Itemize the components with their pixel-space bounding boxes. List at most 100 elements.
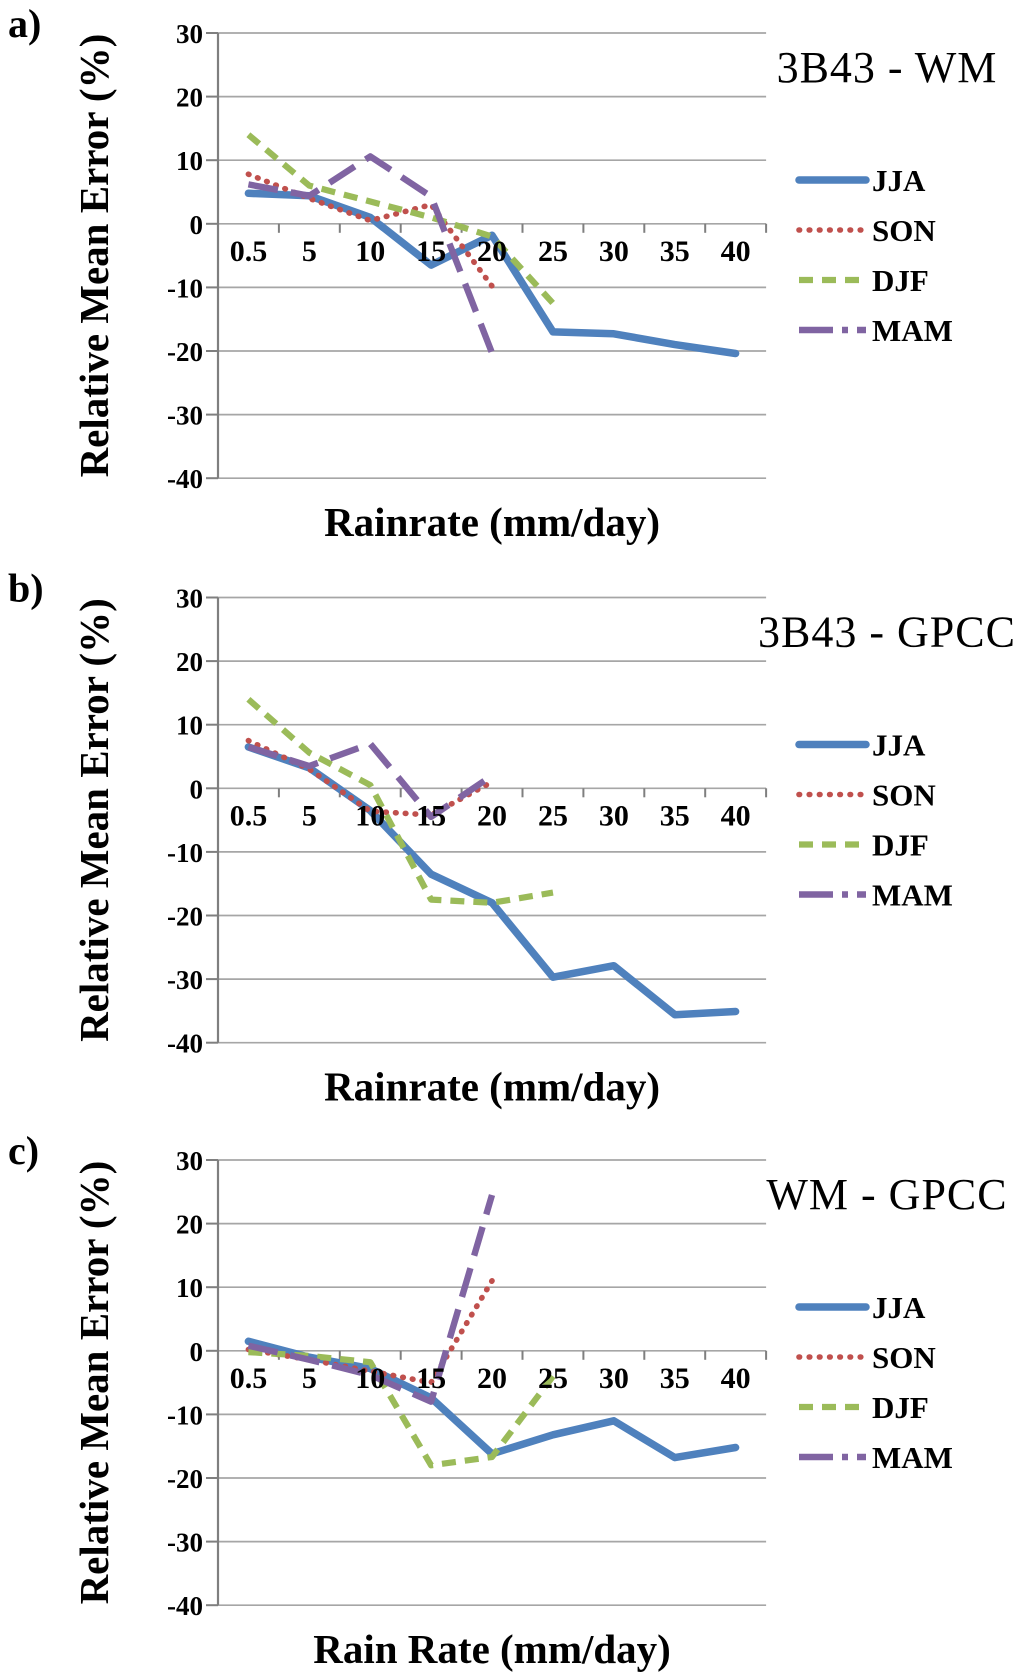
y-axis-title: Relative Mean Error (%) bbox=[71, 598, 117, 1042]
plot-area-c: 30 20 10 0 -10 -20 -30 -40 0.5 5 10 15 20 25 30 35 40 bbox=[167, 1146, 768, 1621]
x-tick-label: 20 bbox=[477, 235, 507, 268]
panel-letter: c) bbox=[8, 1128, 39, 1173]
series-line-son bbox=[245, 171, 495, 289]
y-tick-label: -40 bbox=[167, 1591, 203, 1621]
x-tick-label: 0.5 bbox=[230, 235, 268, 268]
x-tick-label: 15 bbox=[416, 235, 446, 268]
x-tick-label: 40 bbox=[721, 799, 751, 832]
x-tick-label: 35 bbox=[660, 1362, 690, 1395]
legend-label-mam: MAM bbox=[872, 313, 953, 348]
y-tick-label: 30 bbox=[176, 19, 203, 49]
legend-entry-djf: DJF bbox=[799, 828, 929, 863]
series-line-son bbox=[245, 1278, 495, 1386]
panel-letter: a) bbox=[8, 1, 41, 46]
tick-labels: 30 20 10 0 -10 -20 -30 -40 0.5 5 10 15 20 25 30 35 40 bbox=[167, 1146, 751, 1621]
y-tick-label: -10 bbox=[167, 273, 203, 303]
legend-entry-mam: MAM bbox=[799, 878, 953, 913]
x-axis-title: Rainrate (mm/day) bbox=[324, 1064, 660, 1110]
legend-entry-mam: MAM bbox=[799, 313, 953, 348]
panel-c: 30 20 10 0 -10 -20 -30 -40 0.5 5 10 15 20 25 30 35 40 c)… bbox=[0, 1117, 1024, 1675]
legend-label-djf: DJF bbox=[872, 263, 929, 298]
legend-label-jja: JJA bbox=[872, 1290, 926, 1325]
series-line-jja bbox=[244, 189, 740, 358]
legend-entry-djf: DJF bbox=[799, 263, 929, 298]
y-tick-label: -10 bbox=[167, 1400, 203, 1430]
tick-labels: 30 20 10 0 -10 -20 -30 -40 0.5 5 10 15 20 25 30 35 40 bbox=[167, 19, 751, 494]
plot-area-a: 30 20 10 0 -10 -20 -30 -40 0.5 5 10 15 20 25 30 35 40 bbox=[167, 19, 768, 494]
legend-label-jja: JJA bbox=[872, 163, 926, 198]
x-tick-label: 5 bbox=[302, 235, 317, 268]
series-line-mam bbox=[247, 1194, 496, 1405]
x-tick-label: 30 bbox=[599, 235, 629, 268]
legend-entry-son: SON bbox=[796, 778, 936, 813]
x-tick-label: 5 bbox=[302, 1362, 317, 1395]
panel-a: 30 20 10 0 -10 -20 -30 -40 0.5 5 10 15 20 25 30 35 40 a)… bbox=[0, 0, 1024, 558]
chart-title: WM - GPCC bbox=[766, 1170, 1007, 1219]
x-tick-label: 20 bbox=[477, 799, 507, 832]
y-tick-label: 30 bbox=[176, 1146, 203, 1176]
y-tick-label: -40 bbox=[167, 464, 203, 494]
legend-entry-son: SON bbox=[796, 213, 936, 248]
legend: JJA SON DJF MAM bbox=[795, 728, 953, 913]
y-tick-label: -30 bbox=[167, 1528, 203, 1558]
series-line-son bbox=[245, 737, 495, 818]
x-tick-label: 15 bbox=[416, 799, 446, 832]
legend-entry-mam: MAM bbox=[799, 1440, 953, 1475]
y-axis-title: Relative Mean Error (%) bbox=[71, 34, 117, 478]
y-tick-label: 0 bbox=[190, 1337, 204, 1367]
y-tick-label: 10 bbox=[176, 1273, 203, 1303]
y-tick-label: -30 bbox=[167, 965, 203, 995]
legend-entry-jja: JJA bbox=[795, 163, 926, 198]
series-lines bbox=[244, 696, 740, 1019]
legend-entry-jja: JJA bbox=[795, 728, 926, 763]
x-axis-title: Rain Rate (mm/day) bbox=[313, 1626, 671, 1672]
x-tick-label: 40 bbox=[721, 235, 751, 268]
gridlines bbox=[206, 1159, 768, 1607]
chart-title: 3B43 - GPCC bbox=[758, 608, 1016, 657]
series-line-mam bbox=[247, 153, 495, 355]
y-tick-label: 20 bbox=[176, 83, 203, 113]
series-lines bbox=[244, 1194, 740, 1469]
x-tick-label: 20 bbox=[477, 1362, 507, 1395]
x-axis-title: Rainrate (mm/day) bbox=[324, 499, 660, 545]
gridlines bbox=[206, 596, 768, 1044]
legend-entry-son: SON bbox=[796, 1340, 936, 1375]
x-tick-label: 30 bbox=[599, 1362, 629, 1395]
series-line-djf bbox=[246, 696, 554, 906]
x-tick-label: 35 bbox=[660, 235, 690, 268]
legend: JJA SON DJF MAM bbox=[795, 163, 953, 348]
x-tick-label: 25 bbox=[538, 235, 568, 268]
legend-label-djf: DJF bbox=[872, 1390, 929, 1425]
x-tick-label: 35 bbox=[660, 799, 690, 832]
y-axis-title: Relative Mean Error (%) bbox=[71, 1161, 117, 1605]
x-tick-label: 25 bbox=[538, 1362, 568, 1395]
x-tick-label: 0.5 bbox=[230, 1362, 268, 1395]
x-tick-label: 30 bbox=[599, 799, 629, 832]
x-tick-label: 40 bbox=[721, 1362, 751, 1395]
chart-title: 3B43 - WM bbox=[777, 43, 998, 92]
x-tick-label: 10 bbox=[355, 235, 385, 268]
chart-c: 30 20 10 0 -10 -20 -30 -40 0.5 5 10 15 20 25 30 35 40 c)… bbox=[8, 1128, 1007, 1672]
y-tick-label: -20 bbox=[167, 1464, 203, 1494]
legend-label-son: SON bbox=[872, 1340, 936, 1375]
tick-labels: 30 20 10 0 -10 -20 -30 -40 0.5 5 10 15 20 25 30 35 40 bbox=[167, 584, 751, 1059]
y-tick-label: -40 bbox=[167, 1029, 203, 1059]
legend: JJA SON DJF MAM bbox=[795, 1290, 953, 1475]
y-tick-label: 10 bbox=[176, 146, 203, 176]
x-tick-label: 0.5 bbox=[230, 799, 268, 832]
y-tick-label: 30 bbox=[176, 584, 203, 614]
panel-letter: b) bbox=[8, 566, 44, 611]
y-tick-label: 0 bbox=[190, 774, 204, 804]
chart-b: 30 20 10 0 -10 -20 -30 -40 0.5 5 10 15 20 25 30 35 40 b)… bbox=[8, 566, 1016, 1110]
x-tick-label: 10 bbox=[355, 799, 385, 832]
series-lines bbox=[244, 132, 740, 358]
legend-label-son: SON bbox=[872, 778, 936, 813]
series-line-djf bbox=[246, 132, 556, 306]
legend-label-djf: DJF bbox=[872, 828, 929, 863]
y-tick-label: 0 bbox=[190, 210, 204, 240]
x-tick-label: 10 bbox=[355, 1362, 385, 1395]
x-tick-label: 15 bbox=[416, 1362, 446, 1395]
legend-label-jja: JJA bbox=[872, 728, 926, 763]
legend-entry-djf: DJF bbox=[799, 1390, 929, 1425]
y-tick-label: -10 bbox=[167, 838, 203, 868]
